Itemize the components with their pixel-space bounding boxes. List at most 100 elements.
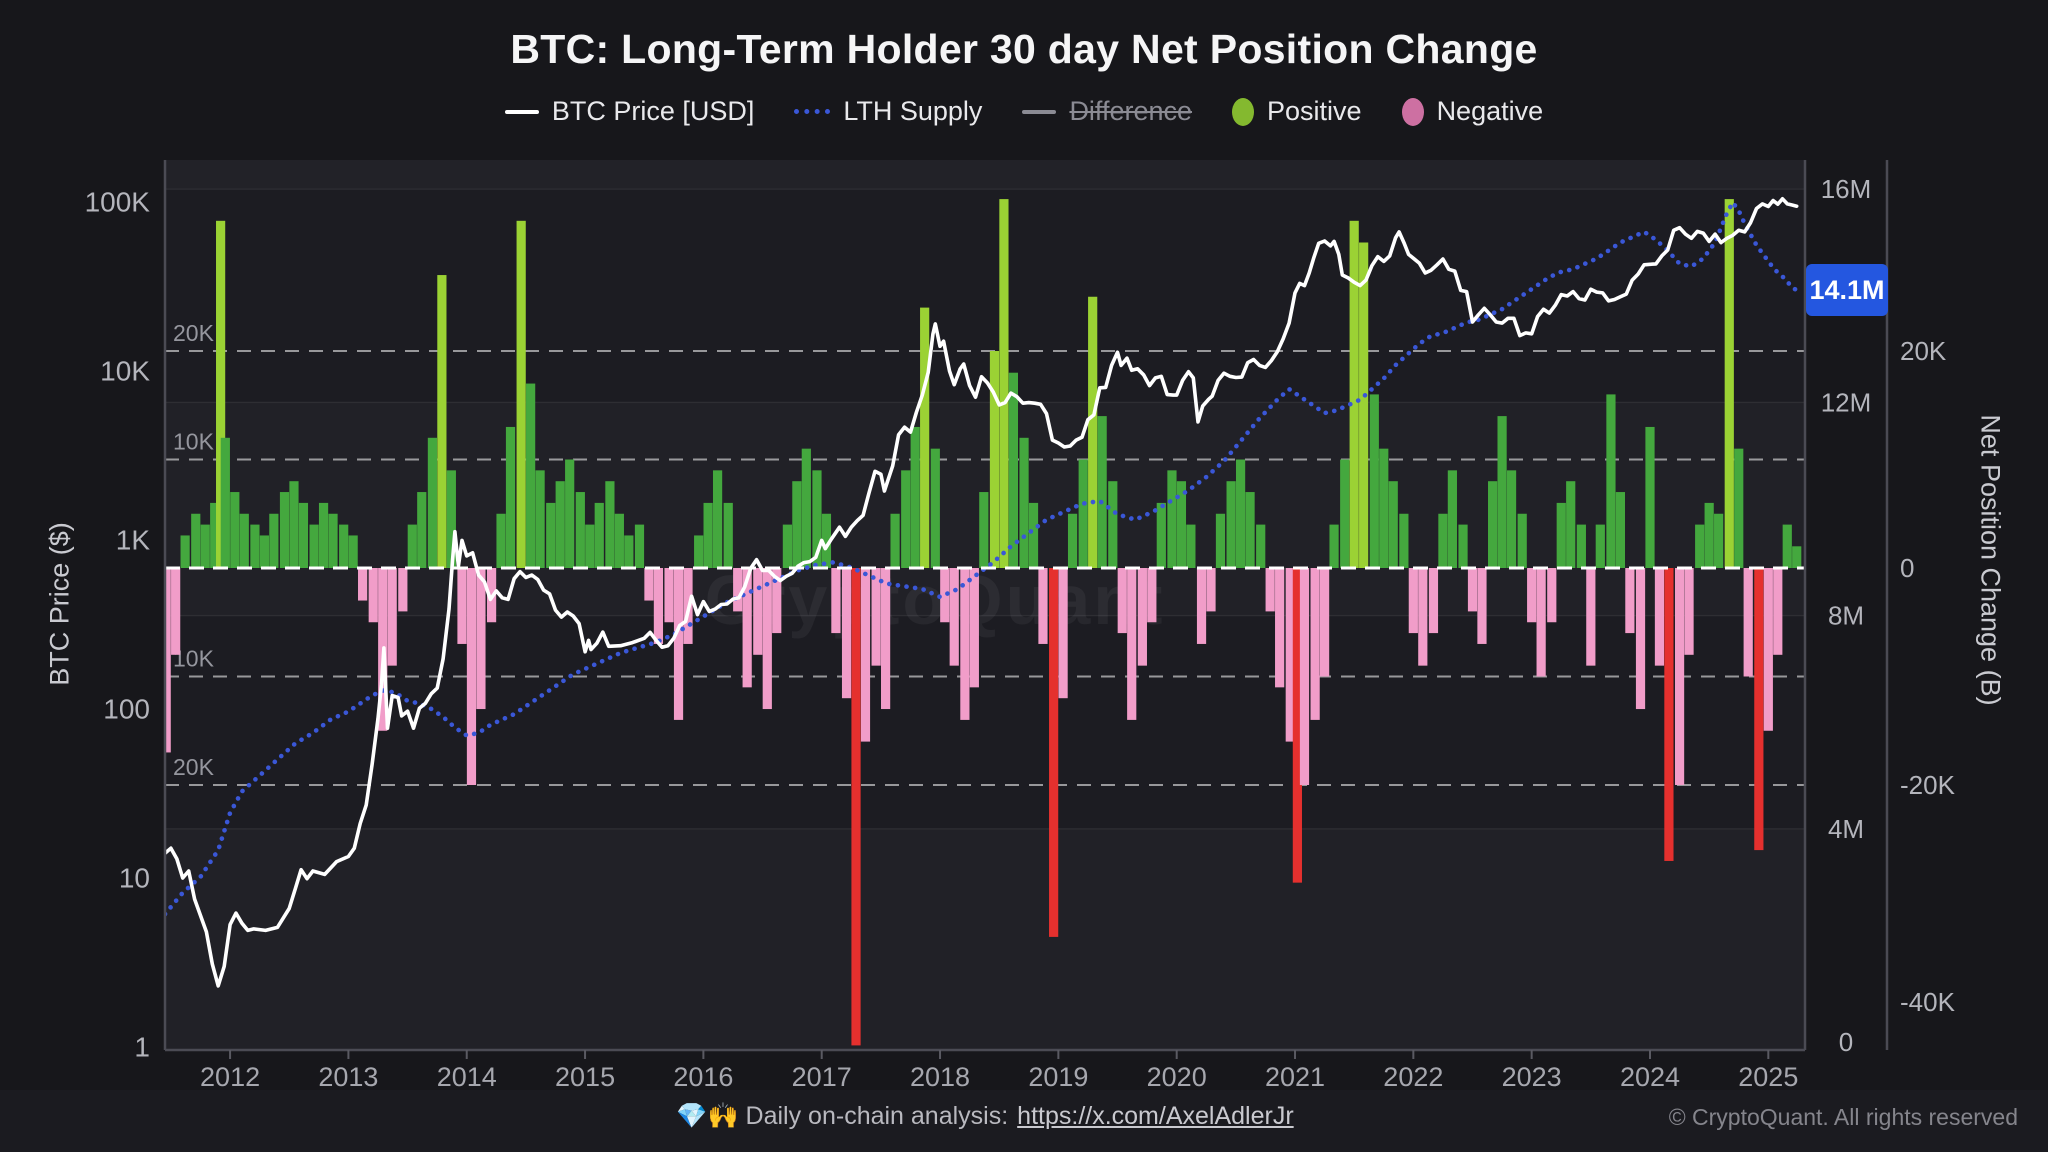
npc-bar — [1176, 481, 1187, 568]
npc-tick-label: -20K — [1900, 770, 1956, 800]
npc-bar — [1186, 524, 1196, 568]
npc-bar — [1235, 459, 1246, 568]
npc-bar — [664, 568, 674, 623]
price-tick-label: 1K — [116, 525, 151, 556]
npc-bar — [216, 220, 226, 569]
npc-bar — [860, 568, 871, 742]
npc-bar — [1467, 568, 1478, 612]
npc-bar — [1245, 492, 1255, 568]
npc-bar — [1654, 568, 1665, 666]
npc-bar — [516, 220, 526, 569]
npc-bar — [1714, 513, 1724, 568]
npc-bar — [407, 524, 417, 568]
npc-bar — [269, 513, 279, 568]
x-tick-label: 2025 — [1738, 1062, 1798, 1092]
npc-bar — [1447, 470, 1457, 568]
npc-bar — [1763, 568, 1773, 731]
x-tick-label: 2018 — [910, 1062, 970, 1092]
npc-tick-label: -40K — [1900, 987, 1956, 1017]
price-tick-label: 10 — [119, 863, 150, 894]
x-tick-label: 2024 — [1620, 1062, 1680, 1092]
npc-bar — [1117, 568, 1127, 634]
btc-price-line — [165, 197, 1799, 988]
npc-bar — [1408, 568, 1418, 634]
npc-bar — [1488, 481, 1498, 568]
npc-bar — [289, 481, 299, 568]
npc-bar — [1615, 492, 1626, 568]
npc-bar — [881, 568, 891, 710]
npc-bar — [644, 568, 654, 601]
series-group — [165, 197, 1802, 1046]
npc-bar — [723, 502, 733, 568]
npc-bar — [979, 492, 989, 568]
price-tick-label: 100 — [103, 694, 150, 725]
npc-bar — [1566, 481, 1576, 568]
npc-bar — [1206, 568, 1216, 612]
npc-bar — [1527, 568, 1537, 623]
npc-bar — [733, 568, 743, 612]
npc-bar — [1418, 568, 1428, 666]
npc-bar — [180, 535, 190, 568]
npc-bar — [210, 502, 220, 568]
npc-bar — [546, 502, 556, 568]
npc-bar — [585, 524, 595, 568]
npc-bar — [230, 492, 240, 568]
npc-bar — [1215, 513, 1226, 568]
npc-bar — [1097, 416, 1107, 568]
npc-bar — [1695, 524, 1705, 568]
npc-bar — [328, 513, 338, 568]
npc-bar — [1595, 524, 1605, 568]
npc-bar — [614, 513, 624, 568]
npc-bar — [1137, 568, 1147, 666]
npc-bar — [387, 568, 397, 666]
legend-label: Negative — [1436, 96, 1544, 126]
legend-item-btc-price[interactable]: BTC Price [USD] — [504, 96, 754, 127]
npc-bar — [821, 513, 832, 568]
npc-bar — [1067, 513, 1078, 568]
legend-item-difference[interactable]: Difference — [1022, 96, 1192, 127]
npc-bar — [1625, 568, 1635, 634]
npc-bar — [605, 481, 615, 568]
npc-bar — [398, 568, 408, 612]
legend-item-negative[interactable]: Negative — [1401, 96, 1544, 127]
npc-bar — [1147, 568, 1157, 623]
npc-bar — [841, 568, 852, 699]
legend-item-positive[interactable]: Positive — [1232, 96, 1362, 127]
npc-bar — [1438, 513, 1448, 568]
right-axis-title: Net Position Change (B) — [1975, 414, 2006, 706]
npc-bar — [634, 524, 645, 568]
npc-bar — [1576, 524, 1586, 568]
oval-swatch-icon — [1401, 97, 1424, 126]
footer-strip — [0, 1090, 2048, 1152]
npc-bar — [1704, 502, 1714, 568]
x-tick-label: 2023 — [1502, 1062, 1562, 1092]
x-tick-label: 2012 — [200, 1062, 260, 1092]
left-axis-title: BTC Price ($) — [44, 522, 75, 686]
npc-gridline-label: 10K — [173, 429, 215, 455]
npc-bar — [1428, 568, 1439, 634]
legend-label: Positive — [1267, 96, 1362, 126]
npc-bar — [930, 448, 940, 568]
npc-bar — [1399, 513, 1409, 568]
npc-bar — [535, 470, 545, 568]
price-tick-label: 100K — [85, 187, 151, 218]
npc-bar — [555, 481, 565, 568]
x-tick-label: 2021 — [1265, 1062, 1325, 1092]
npc-bar — [309, 524, 319, 568]
npc-bar — [1517, 513, 1527, 568]
npc-bar — [1724, 199, 1734, 568]
npc-bar — [762, 568, 772, 710]
footer-link[interactable]: https://x.com/AxelAdlerJr — [1017, 1102, 1294, 1130]
npc-bar — [1606, 394, 1616, 568]
x-tick-label: 2016 — [673, 1062, 733, 1092]
npc-bar — [565, 459, 575, 568]
npc-bar — [259, 535, 269, 568]
npc-bar — [1292, 568, 1302, 883]
legend-item-lth-supply[interactable]: LTH Supply — [794, 96, 982, 127]
npc-bar — [1019, 437, 1029, 568]
npc-bar — [1773, 568, 1783, 655]
npc-bar — [1265, 568, 1275, 612]
npc-bar — [1038, 568, 1048, 644]
npc-bar — [901, 470, 911, 568]
